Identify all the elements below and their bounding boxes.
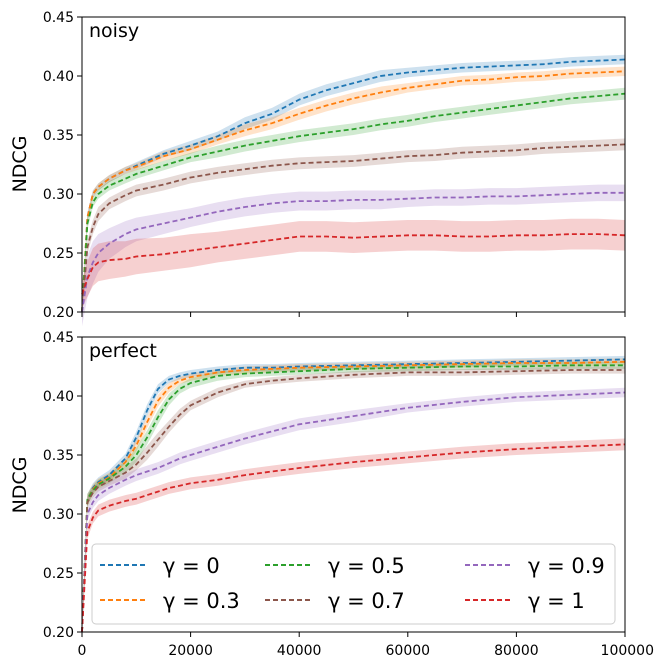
- x-tick-label-perfect-2: 40000: [277, 643, 322, 659]
- y-tick-label-perfect-1: 0.25: [43, 566, 74, 582]
- y-tick-label-noisy-1: 0.25: [43, 246, 74, 262]
- panel-noisy: 0.20 0.25 0.30 0.35 0.40 0.45 noisy NDCG: [9, 10, 626, 327]
- x-tick-label-perfect-1: 20000: [168, 643, 213, 659]
- x-tick-label-perfect-3: 60000: [386, 643, 431, 659]
- series-line-noisy-2: [81, 92, 626, 313]
- series-band-noisy-4: [82, 184, 625, 327]
- y-tick-label-noisy-0: 0.20: [43, 305, 74, 321]
- y-tick-label-noisy-3: 0.35: [43, 128, 74, 144]
- series-line-noisy-0: [81, 58, 626, 313]
- y-tick-label-noisy-4: 0.40: [43, 69, 74, 85]
- y-tick-label-perfect-4: 0.40: [43, 389, 74, 405]
- series-band-noisy-5: [82, 218, 625, 309]
- series-line-perfect-2: [81, 364, 625, 633]
- y-tick-label-perfect-5: 0.45: [43, 330, 74, 346]
- series-line-noisy-5: [81, 233, 626, 295]
- series-line-perfect-5: [81, 443, 626, 633]
- series-band-perfect-4: [82, 387, 625, 640]
- series-line-perfect-0: [81, 358, 626, 633]
- legend-label-4: γ = 0.9: [528, 554, 605, 578]
- x-tick-label-perfect-5: 100000: [601, 643, 654, 659]
- series-line-perfect-3: [81, 369, 625, 633]
- x-tick-label-perfect-4: 80000: [494, 643, 539, 659]
- series-line-perfect-1: [81, 360, 626, 633]
- legend: γ = 0 γ = 0.3 γ = 0.5 γ = 0.7 γ = 0.9 γ = 1: [91, 543, 616, 625]
- series-line-perfect-4: [81, 391, 626, 633]
- panel-perfect: 0.20 0.25 0.30 0.35 0.40 0.45 0 20000 40000 60000…: [9, 330, 654, 659]
- y-tick-label-perfect-3: 0.35: [43, 448, 74, 464]
- series-line-noisy-4: [81, 191, 625, 313]
- panel-label-noisy: noisy: [89, 20, 139, 42]
- y-tick-label-perfect-0: 0.20: [43, 625, 74, 641]
- legend-label-1: γ = 0.3: [163, 589, 240, 613]
- legend-label-2: γ = 0.5: [328, 554, 405, 578]
- y-axis-title-perfect: NDCG: [9, 457, 31, 514]
- series-line-noisy-3: [81, 143, 626, 313]
- y-tick-label-noisy-5: 0.45: [43, 10, 74, 26]
- legend-label-5: γ = 1: [528, 589, 585, 613]
- y-axis-title-noisy: NDCG: [9, 136, 31, 193]
- panel-label-perfect: perfect: [89, 340, 157, 362]
- axes-frame-noisy: [81, 16, 626, 313]
- series-line-noisy-1: [81, 70, 626, 313]
- x-tick-label-perfect-0: 0: [78, 643, 87, 659]
- legend-label-3: γ = 0.7: [328, 589, 405, 613]
- axes-frame-perfect: [81, 336, 626, 633]
- legend-label-0: γ = 0: [163, 554, 220, 578]
- plot-area-perfect: 0.20 0.25 0.30 0.35 0.40 0.45 0 20000 40000 60000…: [43, 330, 654, 659]
- y-tick-label-perfect-2: 0.30: [43, 507, 74, 523]
- y-tick-label-noisy-2: 0.30: [43, 187, 74, 203]
- plot-area-noisy: 0.20 0.25 0.30 0.35 0.40 0.45: [43, 10, 626, 327]
- series-band-noisy-2: [82, 87, 625, 318]
